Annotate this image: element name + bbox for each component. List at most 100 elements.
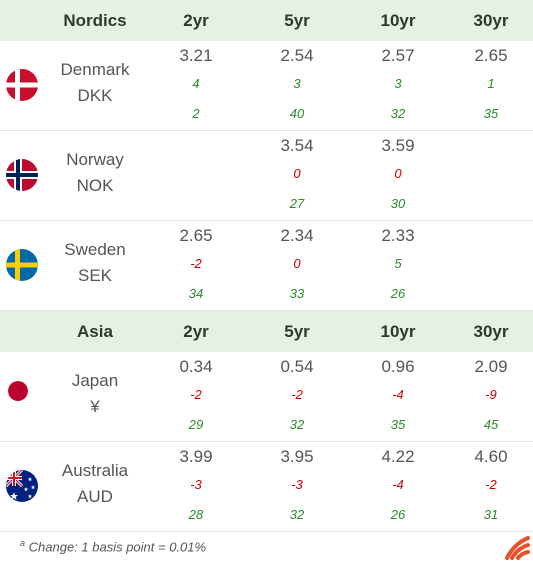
secondary-value: 33 xyxy=(289,286,305,301)
section-title: Nordics xyxy=(63,10,127,30)
country-cell: Norway NOK xyxy=(0,131,145,220)
change-value: 0 xyxy=(394,166,402,181)
tenor-header: 5yr xyxy=(284,10,310,30)
change-value: -9 xyxy=(485,387,497,402)
country-cell: Japan ¥ xyxy=(0,352,145,441)
country-row-japan: Japan ¥ 0.34 -2 29 0.54 -2 32 0.96 -4 35… xyxy=(0,352,533,442)
value-cell: 2.65 1 35 xyxy=(449,41,533,130)
value-cell: 3.59 0 30 xyxy=(347,131,449,220)
change-value: 5 xyxy=(394,256,402,271)
secondary-value: 26 xyxy=(390,507,406,522)
denmark-flag-icon xyxy=(6,69,38,101)
country-row-sweden: Sweden SEK 2.65 -2 34 2.34 0 33 2.33 5 2… xyxy=(0,221,533,311)
yield-value: 2.54 xyxy=(280,46,314,65)
change-value: 3 xyxy=(394,76,402,91)
secondary-value: 45 xyxy=(483,417,499,432)
secondary-value: 2 xyxy=(192,106,200,121)
change-value: 3 xyxy=(293,76,301,91)
section-header-nordics: Nordics 2yr 5yr 10yr 30yr xyxy=(0,0,533,41)
country-name: Sweden SEK xyxy=(40,237,150,289)
change-value: -2 xyxy=(190,256,202,271)
value-cell: 0.96 -4 35 xyxy=(347,352,449,441)
change-value: -2 xyxy=(485,477,497,492)
tenor-header: 2yr xyxy=(183,10,209,30)
yield-value: 4.22 xyxy=(381,447,415,466)
secondary-value: 27 xyxy=(289,196,305,211)
change-value: -2 xyxy=(190,387,202,402)
norway-flag-icon xyxy=(6,159,38,191)
value-cell: 3.99 -3 28 xyxy=(145,442,247,531)
secondary-value: 34 xyxy=(188,286,204,301)
country-name: Denmark DKK xyxy=(40,57,150,109)
currency-label: ¥ xyxy=(90,397,100,416)
change-value: 0 xyxy=(293,256,301,271)
brand-logo-icon xyxy=(504,534,530,560)
change-value: -2 xyxy=(291,387,303,402)
value-cell: 3.21 4 2 xyxy=(145,41,247,130)
yield-value: 3.95 xyxy=(280,447,314,466)
secondary-value: 29 xyxy=(188,417,204,432)
secondary-value: 40 xyxy=(289,106,305,121)
footnote-label: Change: 1 basis point = 0.01% xyxy=(28,539,207,555)
country-cell: Sweden SEK xyxy=(0,221,145,310)
value-cell: 4.60 -2 31 xyxy=(449,442,533,531)
country-cell: Australia AUD xyxy=(0,442,145,531)
footnote: a Change: 1 basis point = 0.01% xyxy=(0,524,533,568)
secondary-value: 26 xyxy=(390,286,406,301)
value-cell: 0.54 -2 32 xyxy=(247,352,347,441)
change-value: -4 xyxy=(392,477,404,492)
country-name: Japan ¥ xyxy=(40,368,150,420)
country-label: Australia xyxy=(61,461,129,480)
secondary-value: 32 xyxy=(289,507,305,522)
country-label: Sweden xyxy=(64,240,126,259)
currency-label: NOK xyxy=(76,176,114,195)
value-cell: 2.09 -9 45 xyxy=(449,352,533,441)
value-cell: 2.57 3 32 xyxy=(347,41,449,130)
change-value: 4 xyxy=(192,76,200,91)
value-cell: 2.65 -2 34 xyxy=(145,221,247,310)
secondary-value: 31 xyxy=(483,507,499,522)
value-cell: 2.34 0 33 xyxy=(247,221,347,310)
value-cell xyxy=(449,131,533,220)
country-label: Denmark xyxy=(60,60,130,79)
value-cell: 0.34 -2 29 xyxy=(145,352,247,441)
change-value: -4 xyxy=(392,387,404,402)
yield-value: 0.96 xyxy=(381,357,415,376)
tenor-header: 30yr xyxy=(473,321,509,341)
yield-value: 2.65 xyxy=(179,226,213,245)
tenor-header: 10yr xyxy=(380,321,416,341)
yield-value: 2.09 xyxy=(474,357,508,376)
value-cell: 3.54 0 27 xyxy=(247,131,347,220)
change-value: -3 xyxy=(190,477,202,492)
yield-value: 2.57 xyxy=(381,46,415,65)
change-value: -3 xyxy=(291,477,303,492)
yield-value: 2.33 xyxy=(381,226,415,245)
secondary-value: 28 xyxy=(188,507,204,522)
tenor-header: 30yr xyxy=(473,10,509,30)
yield-value: 2.34 xyxy=(280,226,314,245)
section-header-asia: Asia 2yr 5yr 10yr 30yr xyxy=(0,311,533,352)
value-cell: 2.33 5 26 xyxy=(347,221,449,310)
country-label: Norway xyxy=(66,150,124,169)
secondary-value: 32 xyxy=(390,106,406,121)
yield-value: 4.60 xyxy=(474,447,508,466)
tenor-header: 2yr xyxy=(183,321,209,341)
tenor-header: 10yr xyxy=(380,10,416,30)
country-name: Norway NOK xyxy=(40,147,150,199)
secondary-value: 35 xyxy=(483,106,499,121)
country-row-denmark: Denmark DKK 3.21 4 2 2.54 3 40 2.57 3 32… xyxy=(0,41,533,131)
country-row-australia: Australia AUD 3.99 -3 28 3.95 -3 32 4.22… xyxy=(0,442,533,532)
yield-table: Nordics 2yr 5yr 10yr 30yr Denmark DKK 3.… xyxy=(0,0,533,532)
footnote-text: a Change: 1 basis point = 0.01% xyxy=(20,538,206,554)
value-cell: 3.95 -3 32 xyxy=(247,442,347,531)
australia-flag-icon xyxy=(6,470,38,502)
yield-value: 3.59 xyxy=(381,136,415,155)
change-value: 1 xyxy=(487,76,495,91)
value-cell: 2.54 3 40 xyxy=(247,41,347,130)
sweden-flag-icon xyxy=(6,249,38,281)
yield-value: 2.65 xyxy=(474,46,508,65)
country-label: Japan xyxy=(71,371,119,390)
country-cell: Denmark DKK xyxy=(0,41,145,130)
value-cell: 4.22 -4 26 xyxy=(347,442,449,531)
currency-label: DKK xyxy=(77,86,113,105)
